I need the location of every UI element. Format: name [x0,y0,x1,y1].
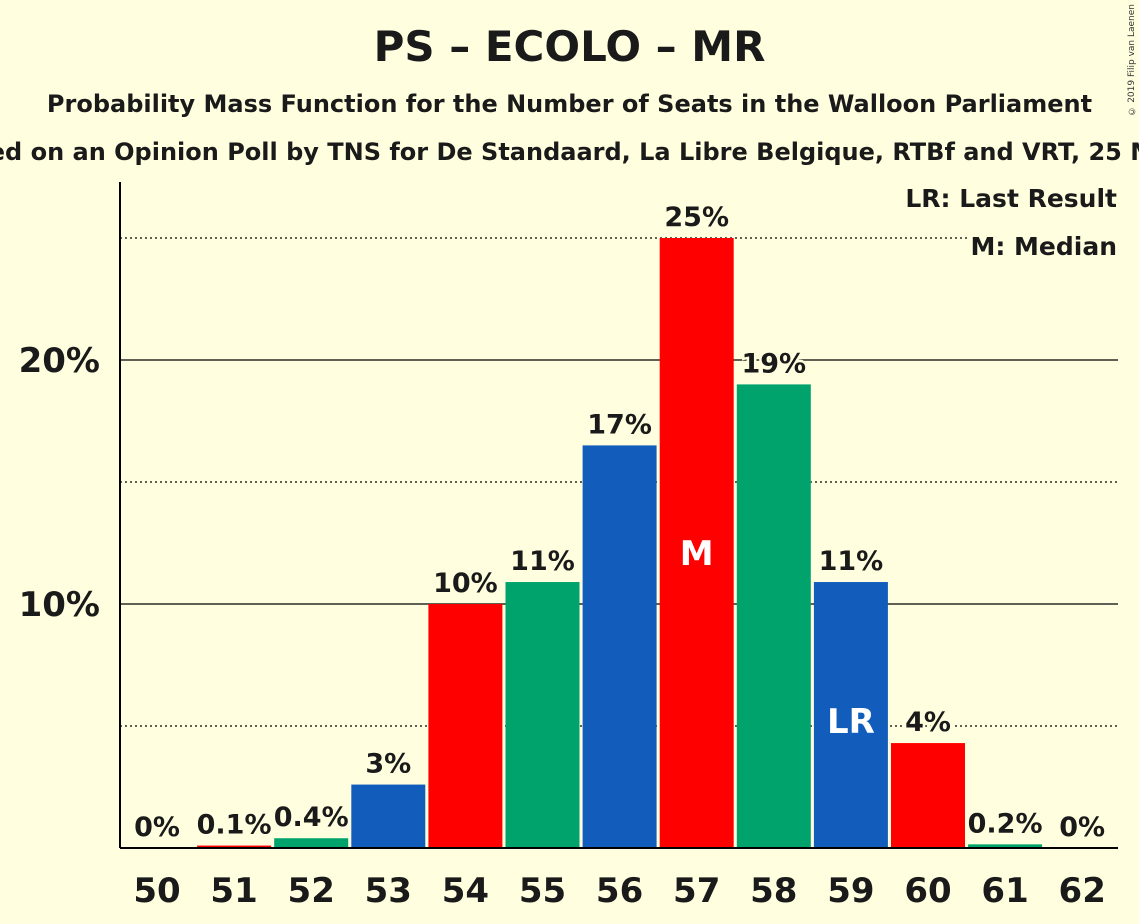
x-tick-label: 62 [1059,871,1106,911]
x-tick-label: 59 [827,871,874,911]
bar-value-label: 0% [134,812,180,843]
bar-value-label: 11% [819,546,884,577]
bar-60 [891,743,965,848]
bar-56 [582,445,657,848]
bar-value-label: 10% [433,568,498,599]
bar-55 [505,582,580,848]
bar-value-label: 11% [510,546,575,577]
bar-57 [659,238,734,848]
y-tick-label: 10% [19,585,100,625]
bar-59 [813,582,888,848]
chart-source-line: Based on an Opinion Poll by TNS for De S… [0,138,1139,166]
x-tick-label: 60 [904,871,951,911]
bar-54 [428,604,503,848]
x-tick-label: 58 [750,871,797,911]
x-tick-label: 61 [981,871,1028,911]
bar-53 [351,784,426,848]
chart-subtitle: Probability Mass Function for the Number… [46,90,1093,118]
bar-value-label: 0% [1059,812,1105,843]
bar-52 [274,838,349,848]
x-tick-label: 53 [365,871,412,911]
bar-value-label: 0.4% [274,802,349,833]
bar-51 [197,845,272,848]
y-tick-label: 20% [19,341,100,381]
x-tick-label: 50 [133,871,180,911]
chart-title: PS – ECOLO – MR [373,22,766,71]
bar-58 [736,384,811,848]
bar-value-label: 0.1% [197,810,272,841]
x-tick-label: 51 [210,871,257,911]
bar-value-label: 3% [365,749,411,780]
bar-value-label: 0.2% [968,808,1043,839]
bar-value-label: 19% [741,348,806,379]
bar-61 [968,844,1043,848]
bar-value-label: 4% [905,707,951,738]
legend-last-result: LR: Last Result [903,184,1119,213]
x-tick-label: 54 [442,871,489,911]
x-tick-label: 56 [596,871,643,911]
median-marker: M [680,534,714,574]
x-tick-label: 52 [288,871,335,911]
legend-median: M: Median [968,232,1119,261]
bar-value-label: 17% [587,409,652,440]
x-tick-label: 55 [519,871,566,911]
bar-value-label: 25% [664,202,729,233]
last-result-marker: LR [827,702,875,742]
x-tick-label: 57 [673,871,720,911]
